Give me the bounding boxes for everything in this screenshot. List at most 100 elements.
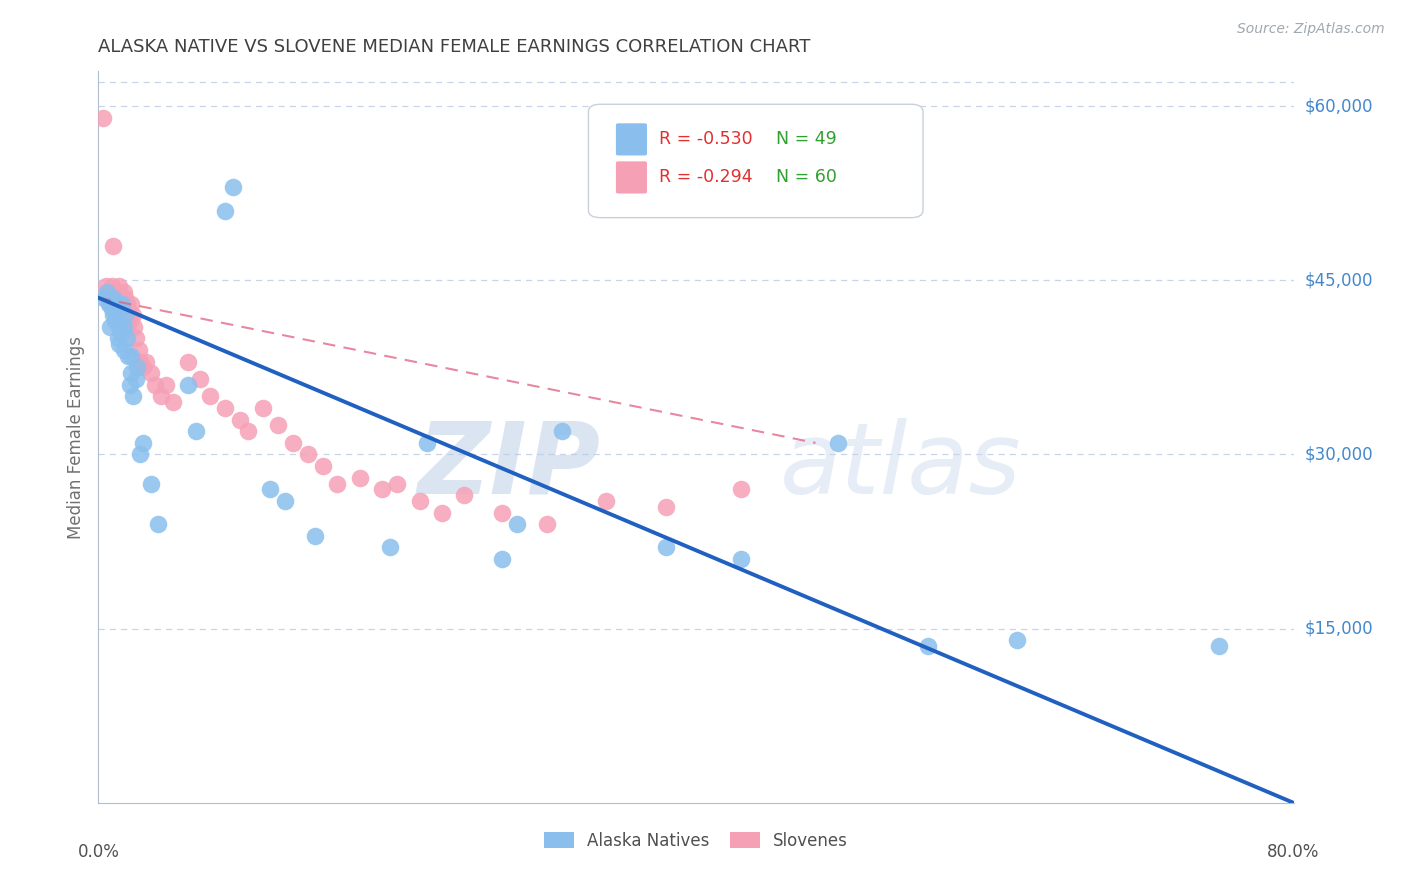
Point <box>188 372 211 386</box>
Point <box>120 349 142 363</box>
Point <box>139 366 162 380</box>
Point <box>97 296 120 310</box>
Point <box>107 296 129 310</box>
Point <box>491 552 513 566</box>
Point <box>304 529 326 543</box>
Point <box>655 541 678 555</box>
Point <box>101 279 124 293</box>
Point <box>281 436 304 450</box>
Point <box>103 291 125 305</box>
Point <box>827 436 849 450</box>
Point <box>349 471 371 485</box>
Point <box>127 360 149 375</box>
Point <box>730 483 752 497</box>
Point <box>103 291 125 305</box>
Point <box>101 302 124 317</box>
Text: ALASKA NATIVE VS SLOVENE MEDIAN FEMALE EARNINGS CORRELATION CHART: ALASKA NATIVE VS SLOVENE MEDIAN FEMALE E… <box>98 38 811 56</box>
Point <box>117 349 139 363</box>
Point <box>506 517 529 532</box>
Point <box>107 302 129 317</box>
Point <box>115 319 138 334</box>
Y-axis label: Median Female Earnings: Median Female Earnings <box>67 335 86 539</box>
Point <box>184 424 207 438</box>
Point <box>200 389 222 403</box>
Text: Source: ZipAtlas.com: Source: ZipAtlas.com <box>1237 22 1385 37</box>
Point <box>118 314 141 328</box>
Point <box>148 517 170 532</box>
Point <box>229 412 252 426</box>
Point <box>124 319 146 334</box>
Point <box>371 483 394 497</box>
Point <box>107 296 129 310</box>
Point <box>121 389 143 403</box>
Point <box>104 314 127 328</box>
Point <box>129 448 152 462</box>
Text: $15,000: $15,000 <box>1305 620 1374 638</box>
Point <box>108 279 131 293</box>
Point <box>267 418 290 433</box>
Point <box>297 448 319 462</box>
Text: $60,000: $60,000 <box>1305 97 1374 115</box>
Point <box>326 476 349 491</box>
Point <box>114 291 136 305</box>
Point <box>103 308 125 322</box>
Text: R = -0.530: R = -0.530 <box>659 130 752 148</box>
Point <box>430 506 453 520</box>
Point <box>104 302 127 317</box>
Text: R = -0.294: R = -0.294 <box>659 169 752 186</box>
Point <box>311 459 333 474</box>
Point <box>491 506 513 520</box>
Point <box>453 488 475 502</box>
Text: atlas: atlas <box>779 417 1021 515</box>
Point <box>115 296 138 310</box>
Point <box>416 436 439 450</box>
Point <box>162 395 184 409</box>
Point <box>135 354 157 368</box>
Point <box>111 296 134 310</box>
Point <box>93 291 115 305</box>
Point <box>108 319 131 334</box>
Point <box>1208 639 1230 653</box>
Point <box>222 180 245 194</box>
Point <box>108 337 131 351</box>
Point <box>274 494 297 508</box>
Point <box>917 639 939 653</box>
Point <box>114 308 136 322</box>
Point <box>110 326 132 340</box>
Point <box>110 314 132 328</box>
Point <box>110 291 132 305</box>
Point <box>115 331 138 345</box>
Point <box>120 366 142 380</box>
Point <box>114 308 136 322</box>
Point <box>103 238 125 252</box>
Point <box>111 296 134 310</box>
Point <box>177 377 200 392</box>
Text: N = 49: N = 49 <box>776 130 837 148</box>
Point <box>214 203 236 218</box>
Point <box>132 360 155 375</box>
Point <box>129 354 152 368</box>
Point <box>121 308 143 322</box>
Legend: Alaska Natives, Slovenes: Alaska Natives, Slovenes <box>537 825 855 856</box>
Point <box>252 401 274 415</box>
Point <box>236 424 259 438</box>
Text: N = 60: N = 60 <box>776 169 837 186</box>
Point <box>97 285 120 299</box>
Point <box>408 494 430 508</box>
Text: $45,000: $45,000 <box>1305 271 1374 289</box>
FancyBboxPatch shape <box>616 161 647 194</box>
Point <box>98 319 122 334</box>
Point <box>98 296 122 310</box>
Point <box>139 476 162 491</box>
Point <box>595 494 617 508</box>
Point <box>214 401 236 415</box>
Point <box>655 500 678 514</box>
Text: 0.0%: 0.0% <box>77 843 120 861</box>
Point <box>107 331 129 345</box>
Point <box>132 436 155 450</box>
FancyBboxPatch shape <box>589 104 922 218</box>
Text: 80.0%: 80.0% <box>1267 843 1320 861</box>
Point <box>259 483 281 497</box>
Point <box>378 541 401 555</box>
Point <box>125 331 148 345</box>
